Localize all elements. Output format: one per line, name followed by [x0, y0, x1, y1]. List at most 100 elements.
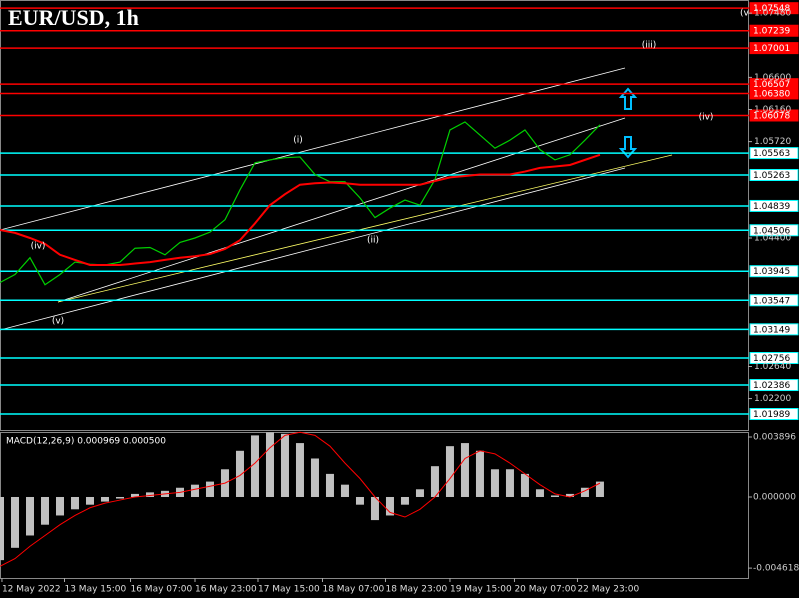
trend-line — [57, 154, 673, 303]
level-label: 1.06078 — [753, 111, 790, 121]
macd-bar — [130, 493, 139, 497]
macd-bar — [595, 481, 604, 497]
macd-y-tick-label: 0.000000 — [753, 492, 796, 502]
wave-label: (v) — [52, 317, 64, 327]
level-label-box — [749, 265, 799, 278]
y-tick-label: 1.06160 — [754, 105, 791, 115]
macd-bar — [25, 496, 34, 536]
y-tick-label: 1.07480 — [754, 9, 791, 19]
macd-bar — [355, 496, 364, 505]
level-label-box — [749, 379, 799, 392]
x-tick-label: 20 May 07:00 — [514, 585, 576, 595]
macd-bar — [340, 484, 349, 497]
x-tick-label: 19 May 15:00 — [450, 585, 512, 595]
wave-label: (v — [740, 9, 750, 19]
macd-bar — [475, 450, 484, 497]
channel-line — [0, 167, 626, 331]
macd-bar — [280, 433, 289, 497]
macd-bar — [55, 496, 64, 516]
level-label: 1.04839 — [753, 202, 790, 212]
macd-bar — [415, 489, 424, 497]
wave-label: (ii) — [367, 236, 379, 246]
level-label: 1.05263 — [753, 171, 790, 181]
macd-bar — [370, 496, 379, 521]
macd-bar — [145, 492, 154, 497]
signal-line — [0, 431, 601, 567]
macd-bar — [295, 443, 304, 497]
level-label-box — [749, 224, 799, 237]
y-tick-label: 1.04400 — [754, 233, 791, 243]
macd-bar — [520, 473, 529, 497]
x-tick-label: 22 May 23:00 — [577, 585, 639, 595]
level-label: 1.04506 — [753, 226, 790, 236]
wave-label: (iii) — [642, 41, 657, 51]
macd-bar — [505, 469, 514, 497]
macd-bar — [325, 473, 334, 497]
macd-bar — [85, 496, 94, 505]
macd-bar — [235, 450, 244, 497]
level-label-box — [749, 42, 799, 55]
x-tick-label: 16 May 07:00 — [130, 585, 192, 595]
level-label-box — [749, 352, 799, 365]
level-label: 1.02756 — [753, 354, 790, 364]
macd-bar — [205, 481, 214, 497]
level-label: 1.01989 — [753, 410, 790, 420]
level-label-box — [749, 2, 799, 15]
level-label-box — [749, 199, 799, 212]
level-label: 1.06380 — [753, 89, 790, 99]
macd-bar — [310, 458, 319, 497]
level-label-box — [749, 168, 799, 181]
x-tick-label: 13 May 15:00 — [64, 585, 126, 595]
macd-title: MACD(12,26,9) 0.000969 0.000500 — [6, 437, 166, 447]
y-tick-label: 1.02640 — [754, 362, 791, 372]
y-tick-label: 1.06600 — [754, 73, 791, 83]
level-label: 1.03945 — [753, 267, 790, 277]
macd-bar — [430, 466, 439, 497]
macd-bar — [490, 469, 499, 497]
x-tick-label: 17 May 15:00 — [258, 585, 320, 595]
macd-bar — [265, 432, 274, 497]
macd-bar — [10, 496, 19, 548]
macd-bar — [70, 496, 79, 510]
main-frame — [0, 0, 749, 431]
macd-bar — [550, 495, 559, 497]
macd-bar — [565, 493, 574, 497]
up-arrow — [618, 87, 638, 110]
x-tick-label: 12 May 2022 — [2, 585, 61, 595]
series-line — [0, 153, 601, 267]
level-label-box — [749, 294, 799, 307]
level-label: 1.03547 — [753, 296, 790, 306]
macd-bar — [445, 446, 454, 497]
level-label-box — [749, 87, 799, 100]
macd-bar — [40, 496, 49, 525]
wave-label: (i) — [293, 136, 303, 146]
macd-bar — [580, 487, 589, 497]
wave-label: (iv) — [699, 113, 714, 123]
macd-bar — [460, 443, 469, 497]
level-label: 1.03149 — [753, 325, 790, 335]
level-label: 1.07239 — [753, 27, 790, 37]
chart-title: EUR/USD, 1h — [8, 5, 139, 30]
level-label: 1.06507 — [753, 80, 790, 90]
level-label-box — [749, 147, 799, 160]
level-label: 1.07548 — [753, 4, 790, 14]
level-label-box — [749, 408, 799, 421]
macd-bar — [400, 496, 409, 505]
macd-y-tick-label: 0.003896 — [753, 432, 796, 442]
x-tick-label: 18 May 07:00 — [322, 585, 384, 595]
level-label-box — [749, 24, 799, 37]
channel-line — [0, 67, 626, 231]
macd-bar — [100, 496, 109, 502]
macd-bar — [535, 489, 544, 497]
x-tick-label: 18 May 23:00 — [385, 585, 447, 595]
y-tick-label: 1.02200 — [754, 394, 791, 404]
level-label-box — [749, 323, 799, 336]
macd-y-tick-label: -0.004618 — [753, 564, 799, 574]
x-tick-label: 16 May 23:00 — [195, 585, 257, 595]
wave-label: (iv) — [31, 242, 46, 252]
macd-bar — [250, 435, 259, 497]
down-arrow — [618, 136, 638, 159]
